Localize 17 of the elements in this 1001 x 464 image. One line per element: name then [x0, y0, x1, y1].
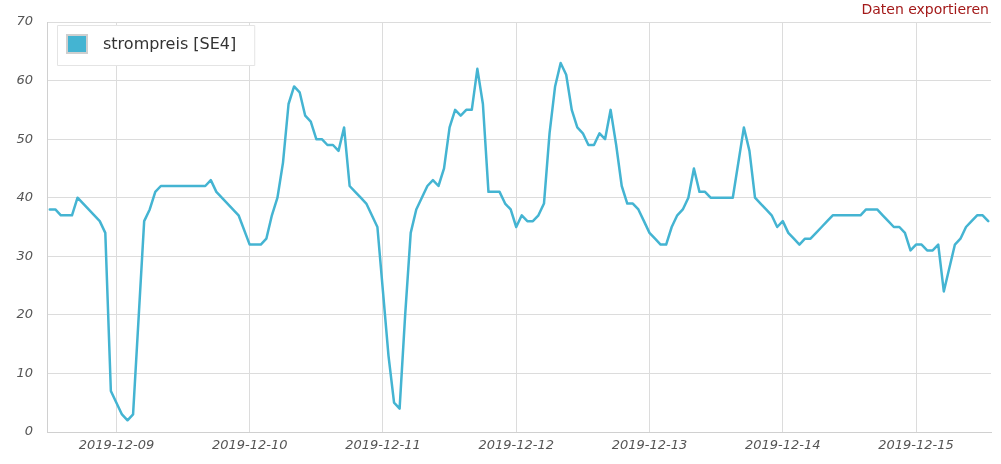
y-tick-label: 70: [16, 13, 33, 29]
y-tick-label: 0: [24, 423, 33, 439]
y-tick-label: 40: [16, 189, 33, 205]
legend-label: strompreis [SE4]: [103, 34, 237, 54]
y-tick-label: 30: [16, 247, 33, 263]
text: Daten exportieren: [861, 1, 989, 17]
x-tick-label: 2019-12-10: [211, 437, 288, 453]
y-tick-label: 20: [16, 306, 33, 322]
y-tick-label: 50: [16, 130, 33, 146]
x-tick-label: 2019-12-14: [744, 437, 821, 453]
x-tick-label: 2019-12-15: [878, 437, 954, 453]
y-tick-label: 60: [16, 71, 33, 87]
x-tick-label: 2019-12-09: [78, 437, 155, 453]
y-tick-label: 10: [16, 364, 33, 380]
x-tick-label: 2019-12-13: [611, 437, 688, 453]
x-tick-label: 2019-12-12: [478, 437, 554, 453]
x-tick-label: 2019-12-11: [345, 437, 421, 453]
